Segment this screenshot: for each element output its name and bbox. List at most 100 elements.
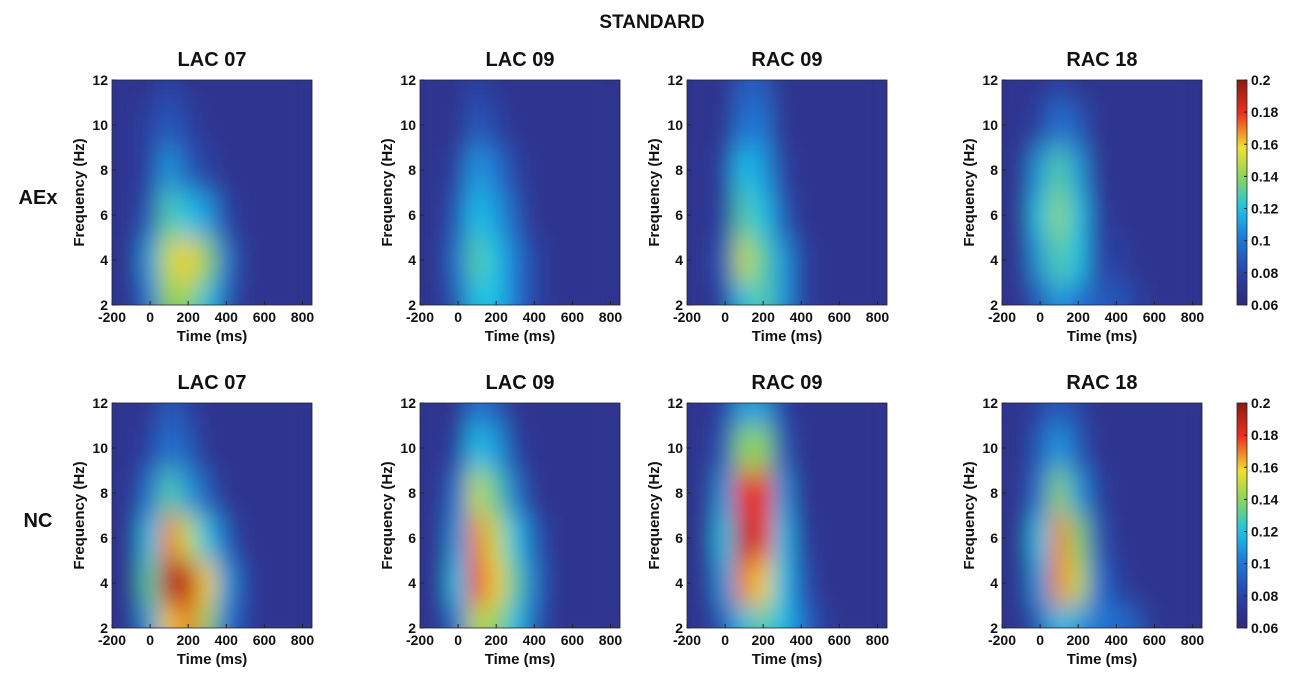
heatmap-cell [1163,147,1184,193]
heatmap-cell [429,192,450,238]
heatmap-cell [292,237,312,283]
heatmap-cell [1049,605,1070,628]
heatmap-cell [448,80,469,103]
heatmap-cell [1068,605,1089,628]
plot-frame [111,402,313,629]
heatmap-cell [486,605,507,628]
x-tick-label: 200 [752,309,776,325]
x-tick-label: 800 [866,632,890,648]
y-tick-label: 10 [667,117,683,133]
heatmap-cell [1011,282,1032,305]
heatmap-cell [1030,282,1051,305]
heatmap-cell [829,192,850,238]
heatmap-cell [273,80,294,103]
heatmap-cell [1182,147,1202,193]
heatmap-cell [753,282,774,305]
heatmap-cell [687,102,698,148]
heatmap-cell [420,192,431,238]
heatmap-cell [829,403,850,426]
heatmap-cell [140,192,161,238]
heatmap-cell [753,515,774,561]
x-tick-label: 800 [1181,632,1205,648]
heatmap-cell [791,282,812,305]
heatmap-cell [848,605,869,628]
heatmap-cell [140,147,161,193]
heatmap-cell [1163,515,1184,561]
heatmap-cell [467,80,488,103]
heatmap-cell [505,282,526,305]
heatmap-cell [178,147,199,193]
heatmap-cell [1163,80,1184,103]
y-tick-label: 8 [408,162,416,178]
heatmap-cell [448,192,469,238]
heatmap [420,80,620,305]
heatmap-cell [121,282,142,305]
x-tick-label: -200 [988,309,1016,325]
cells [112,80,312,305]
heatmap-cell [867,425,887,471]
heatmap-cell [1106,237,1127,283]
x-tick-label: 200 [485,309,509,325]
x-tick-label: -200 [988,632,1016,648]
heatmap-cell [543,560,564,606]
heatmap-cell [715,605,736,628]
heatmap-cell [235,282,256,305]
heatmap-cell [1049,470,1070,516]
y-tick-label: 6 [675,207,683,223]
heatmap-cell [121,102,142,148]
heatmap-cell [197,80,218,103]
heatmap-cell [216,282,237,305]
heatmap-cell [178,282,199,305]
heatmap-cell [524,80,545,103]
colorbar-tick-label: 0.16 [1251,136,1278,152]
heatmap-cell [1125,282,1146,305]
heatmap-cell [867,605,887,628]
heatmap-cell [734,425,755,471]
y-tick-label: 12 [400,72,416,88]
heatmap-cell [543,282,564,305]
heatmap-cell [867,80,887,103]
x-tick-label: 600 [253,632,277,648]
heatmap-cell [581,282,602,305]
x-tick-label: 200 [177,632,201,648]
heatmap-cell [791,192,812,238]
heatmap [420,403,620,628]
heatmap-cell [687,147,698,193]
y-tick-label: 6 [408,207,416,223]
heatmap-cell [216,515,237,561]
heatmap-cell [543,237,564,283]
y-tick-label: 12 [400,395,416,411]
heatmap-cell [486,237,507,283]
heatmap-cell [524,147,545,193]
plot-frame [419,79,621,306]
heatmap-cell [829,425,850,471]
heatmap-cell [600,605,620,628]
heatmap-cell [543,515,564,561]
heatmap-cell [1068,560,1089,606]
heatmap-cell [420,147,431,193]
heatmap-cell [829,560,850,606]
heatmap-cell [197,282,218,305]
heatmap-cell [1182,425,1202,471]
heatmap-cell [687,515,698,561]
heatmap-cell [292,515,312,561]
colorbar-tick-label: 0.2 [1251,72,1271,88]
heatmap-cell [254,237,275,283]
heatmap-cell [753,470,774,516]
heatmap-cell [254,192,275,238]
y-tick-label: 6 [100,530,108,546]
x-tick-label: 800 [599,309,623,325]
heatmap-cell [543,470,564,516]
heatmap-cell [848,102,869,148]
heatmap-cell [810,237,831,283]
x-tick-label: 600 [561,309,585,325]
heatmap-cell [848,237,869,283]
heatmap-cell [524,192,545,238]
heatmap-cell [216,147,237,193]
heatmap-cell [235,237,256,283]
heatmap-cell [1002,237,1013,283]
heatmap-cell [505,605,526,628]
y-tick-label: 2 [675,620,683,636]
heatmap-cell [467,515,488,561]
heatmap-cell [734,560,755,606]
